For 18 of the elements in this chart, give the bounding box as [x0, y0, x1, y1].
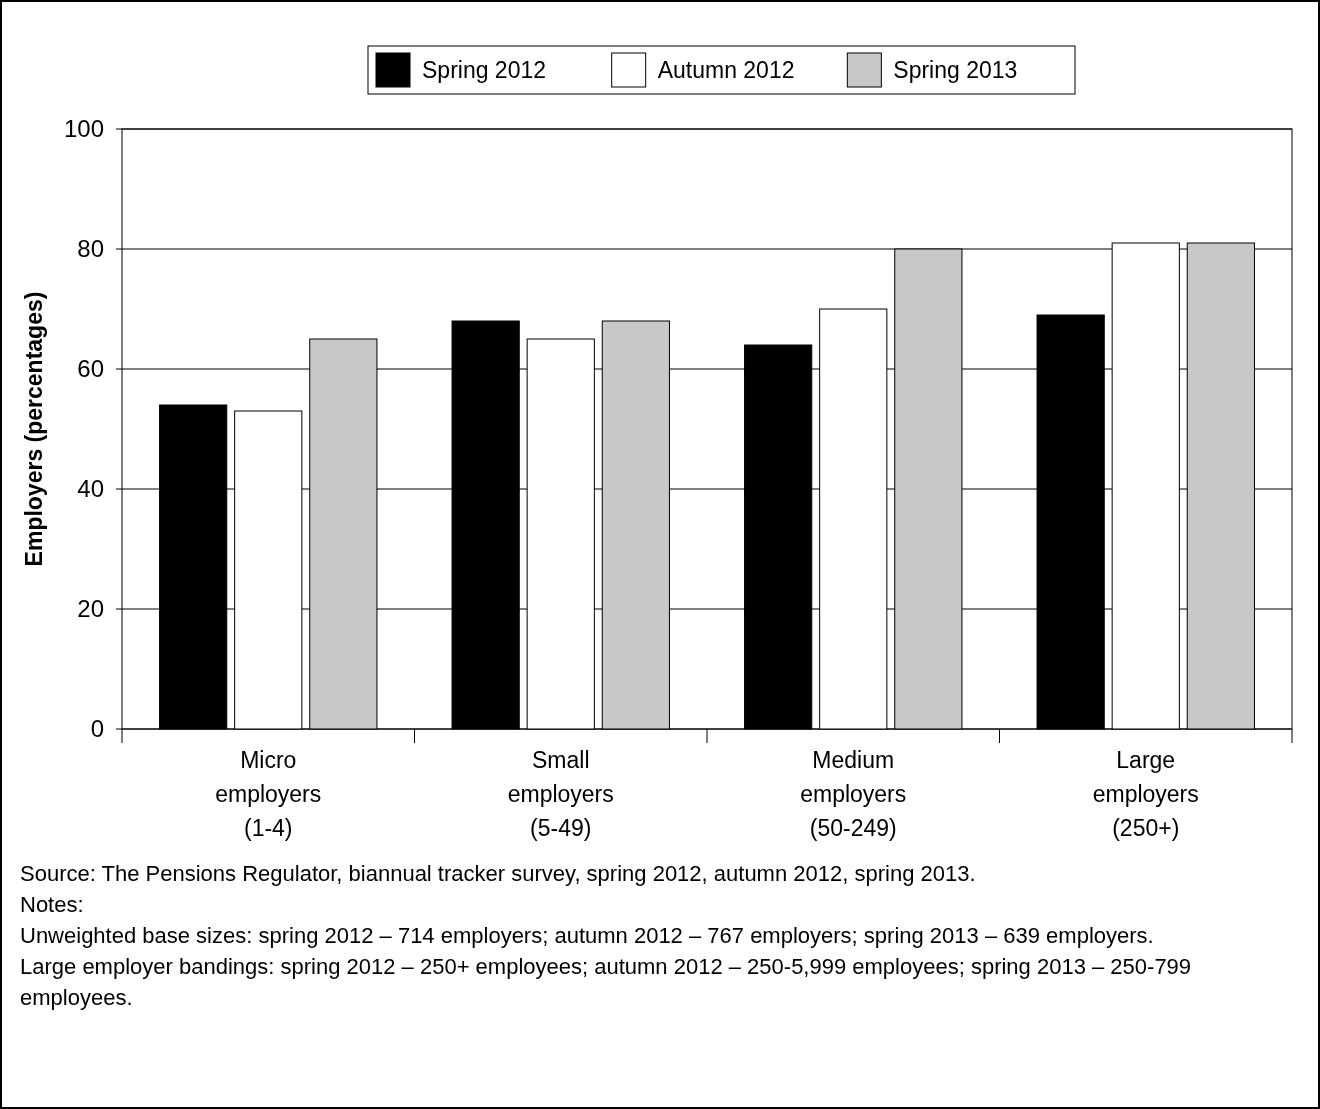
y-tick-label: 60: [77, 355, 104, 382]
text: Unweighted base sizes: spring 2012 – 714 employers; autumn 2012 – 767 employers; spring 2013 – 639 employers.: [20, 923, 1154, 948]
legend-label: Spring 2013: [893, 57, 1018, 83]
y-tick-label: 20: [77, 595, 104, 622]
y-tick-label: 80: [77, 235, 104, 262]
text: Notes:: [20, 892, 84, 917]
x-tick-label: Large employers (250+): [1092, 747, 1199, 841]
x-tick-label: Micro employers (1-4): [215, 747, 322, 841]
y-tick-label: 0: [90, 715, 104, 742]
legend-label: Autumn 2012: [657, 57, 795, 83]
y-tick-label: 40: [77, 475, 104, 502]
y-axis-title: Employers (percentages): [21, 291, 47, 567]
text: Large employer bandings: spring 2012 – 250+ employees; autumn 2012 – 250-5,999 employees; spring 2013 – 250-799 employees.: [20, 954, 1192, 1010]
legend-label: Spring 2012: [422, 57, 547, 83]
x-tick-label: Small employers (5-49): [507, 747, 614, 841]
x-tick-label: Medium employers (50-249): [800, 747, 907, 841]
source-note: Source: The Pensions Regulator, biannual tracker survey, spring 2012, autumn 2012, spring 2013.: [20, 861, 976, 886]
y-tick-label: 100: [63, 115, 104, 142]
